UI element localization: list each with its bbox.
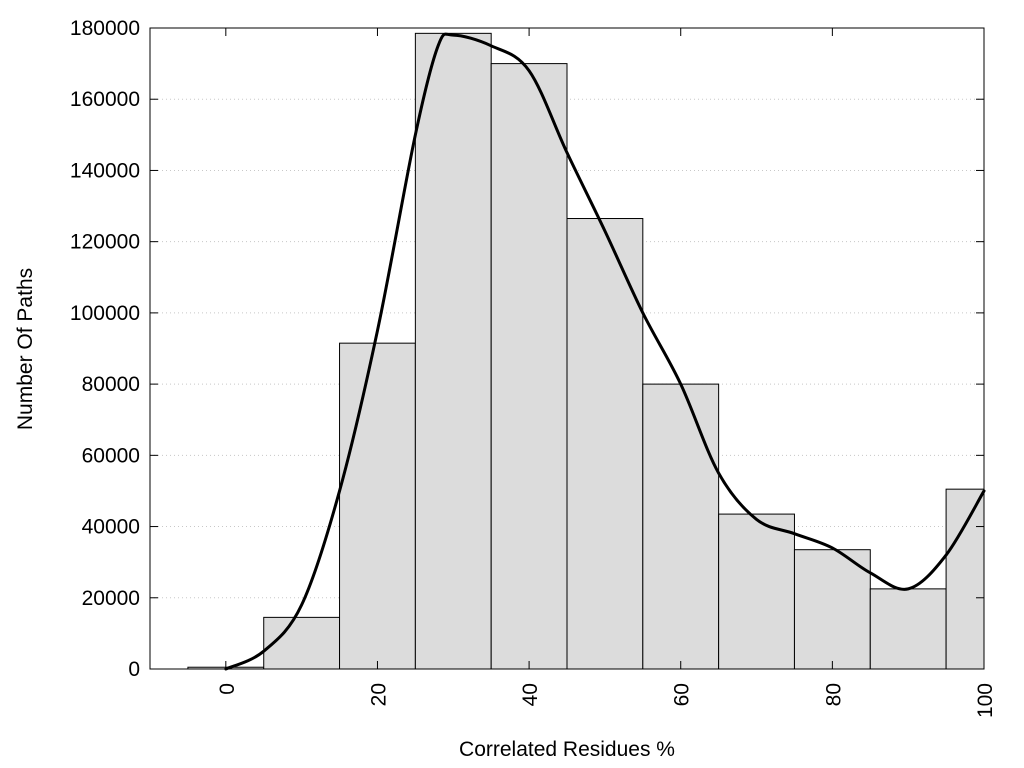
y-tick-label: 80000 — [82, 373, 140, 396]
bar — [566, 218, 644, 670]
y-tick-label: 40000 — [82, 516, 140, 539]
x-tick-label: 0 — [216, 683, 239, 695]
x-tick-label: 100 — [974, 683, 997, 718]
bar — [869, 588, 947, 670]
x-tick-label: 20 — [367, 683, 390, 706]
x-tick-label: 60 — [671, 683, 694, 706]
plot-border — [149, 27, 985, 670]
bar — [793, 549, 871, 670]
bar — [263, 616, 341, 670]
plot-frame — [149, 27, 985, 670]
y-tick-label: 60000 — [82, 444, 140, 467]
y-tick-label: 160000 — [70, 88, 140, 111]
bar — [339, 342, 416, 670]
x-tick-label: 40 — [519, 683, 542, 706]
y-tick-label: 100000 — [70, 302, 140, 325]
density-curve — [224, 32, 986, 671]
y-tick-label: 140000 — [70, 159, 140, 182]
bar — [718, 513, 795, 670]
y-axis: 0 20000 40000 60000 80000 100000 120000 140000 1… — [70, 17, 984, 681]
bars-group — [187, 32, 985, 670]
x-axis-title: Correlated Residues % — [459, 738, 675, 761]
x-tick-label: 80 — [822, 683, 845, 706]
y-tick-label: 20000 — [82, 587, 140, 610]
density-curve-layer — [224, 32, 986, 671]
bar — [642, 383, 720, 670]
bar — [945, 488, 985, 670]
bar — [490, 63, 568, 670]
x-axis: 0 20 40 60 80 100 — [216, 28, 997, 718]
bar — [414, 32, 492, 670]
y-tick-label: 180000 — [70, 17, 140, 40]
y-tick-label: 120000 — [70, 231, 140, 254]
y-axis-title: Number Of Paths — [14, 268, 37, 430]
y-tick-label: 0 — [128, 658, 140, 681]
